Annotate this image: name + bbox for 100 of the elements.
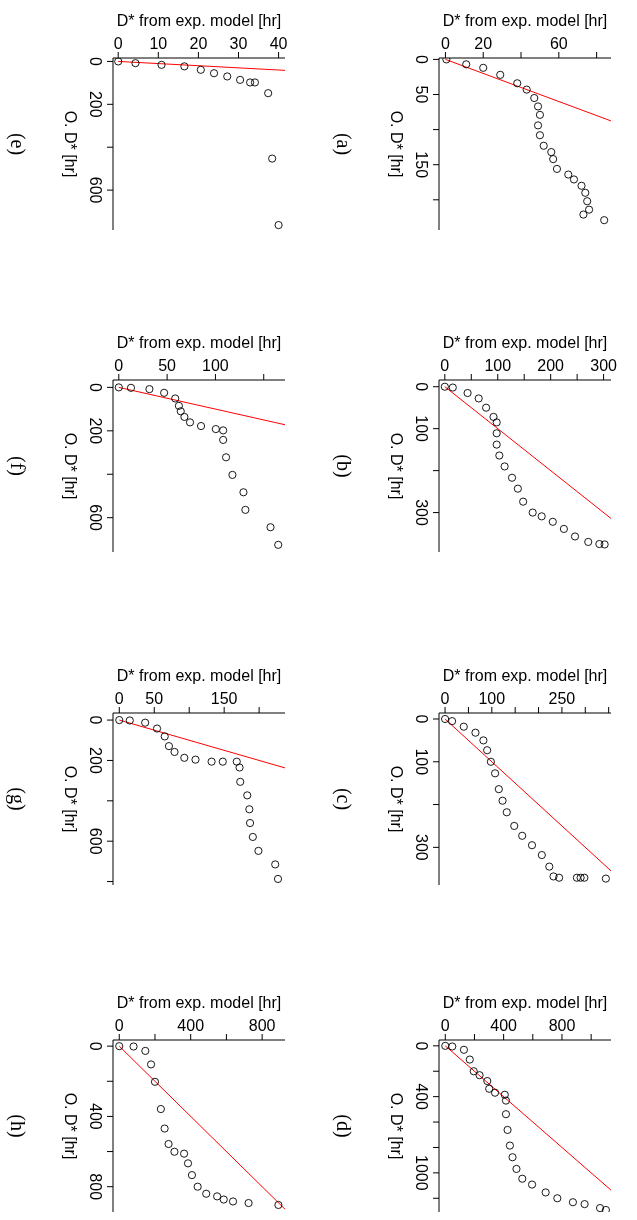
point xyxy=(264,89,273,98)
x-axis-title: D* from exp. model [hr] xyxy=(442,12,608,29)
y-tick-label: 0 xyxy=(87,56,104,66)
point xyxy=(160,732,169,741)
text: (h) xyxy=(7,1113,29,1140)
point xyxy=(174,401,183,410)
point xyxy=(250,78,259,87)
x-tick-label: 0 xyxy=(440,1017,450,1034)
x-tick-label: 30 xyxy=(229,35,248,52)
point xyxy=(441,1041,450,1050)
point xyxy=(512,1164,521,1173)
point xyxy=(150,1077,160,1086)
x-tick-label: 0 xyxy=(114,690,124,707)
point xyxy=(125,716,134,725)
point xyxy=(180,1149,189,1158)
point xyxy=(555,873,564,882)
x-tick-label: 0 xyxy=(114,357,124,374)
y-tick-label: 100 xyxy=(413,415,430,443)
y-tick-label: 400 xyxy=(413,1083,430,1111)
x-axis-title: D* from exp. model [hr] xyxy=(442,334,608,351)
point xyxy=(552,164,561,173)
point xyxy=(236,75,245,84)
point xyxy=(459,1045,468,1054)
point xyxy=(228,470,237,479)
point xyxy=(537,851,546,860)
y-axis-title: O. D* [hr] xyxy=(388,432,405,500)
point xyxy=(244,1198,253,1208)
point xyxy=(115,716,124,725)
point xyxy=(568,1198,577,1207)
point xyxy=(533,102,543,111)
point xyxy=(479,736,488,745)
x-tick-label: 100 xyxy=(202,357,229,374)
point xyxy=(271,860,280,869)
point xyxy=(274,221,283,230)
point xyxy=(115,1042,124,1051)
point xyxy=(580,873,589,882)
y-tick-label: 800 xyxy=(87,1173,104,1201)
point xyxy=(505,1141,514,1150)
point xyxy=(462,60,471,69)
point xyxy=(448,1042,457,1051)
point xyxy=(114,383,123,392)
y-tick-label: 600 xyxy=(87,504,104,532)
point xyxy=(600,540,609,549)
point xyxy=(193,1182,202,1191)
point xyxy=(448,383,457,392)
point xyxy=(180,62,189,71)
point xyxy=(266,523,275,532)
point xyxy=(533,121,543,130)
point xyxy=(126,383,136,392)
point xyxy=(463,388,472,398)
point xyxy=(564,170,573,179)
x-axis-title: D* from exp. model [hr] xyxy=(116,667,282,684)
point xyxy=(219,435,228,444)
point xyxy=(492,418,501,427)
point xyxy=(559,524,568,533)
point xyxy=(160,1124,169,1133)
point xyxy=(522,85,531,94)
point xyxy=(440,382,449,391)
point xyxy=(518,831,527,840)
x-tick-label: 300 xyxy=(590,357,618,374)
point xyxy=(160,388,169,397)
y-axis-title: O. D* [hr] xyxy=(388,1092,405,1160)
x-tick-label: 400 xyxy=(490,1017,518,1034)
point xyxy=(176,407,185,416)
x-tick-label: 20 xyxy=(189,35,208,52)
point xyxy=(243,791,252,800)
point xyxy=(245,805,254,814)
point xyxy=(245,818,255,828)
point xyxy=(503,1125,512,1134)
text: (c) xyxy=(333,786,355,813)
point xyxy=(469,1067,478,1076)
point xyxy=(549,155,558,164)
point xyxy=(508,1153,517,1162)
point xyxy=(141,718,150,727)
x-tick-label: 200 xyxy=(537,357,565,374)
y-tick-label: 50 xyxy=(413,85,430,104)
point xyxy=(490,1088,500,1097)
point xyxy=(274,1200,283,1210)
point xyxy=(501,1110,511,1119)
point xyxy=(601,1205,610,1212)
point xyxy=(539,141,548,150)
point xyxy=(474,394,483,403)
point xyxy=(146,1060,156,1069)
text: (g) xyxy=(7,786,29,813)
point xyxy=(600,216,609,225)
point xyxy=(219,1195,228,1204)
x-tick-label: 10 xyxy=(149,35,168,52)
point xyxy=(535,131,544,140)
point xyxy=(157,60,166,69)
point xyxy=(185,418,195,427)
point xyxy=(502,808,511,817)
point xyxy=(482,403,491,412)
x-tick-label: 100 xyxy=(484,357,512,374)
point xyxy=(596,1204,605,1212)
point xyxy=(583,197,592,206)
x-tick-label: 0 xyxy=(440,690,450,707)
y-axis-title: O. D* [hr] xyxy=(62,765,79,833)
point xyxy=(171,394,180,403)
point xyxy=(547,148,556,157)
point xyxy=(131,59,140,68)
